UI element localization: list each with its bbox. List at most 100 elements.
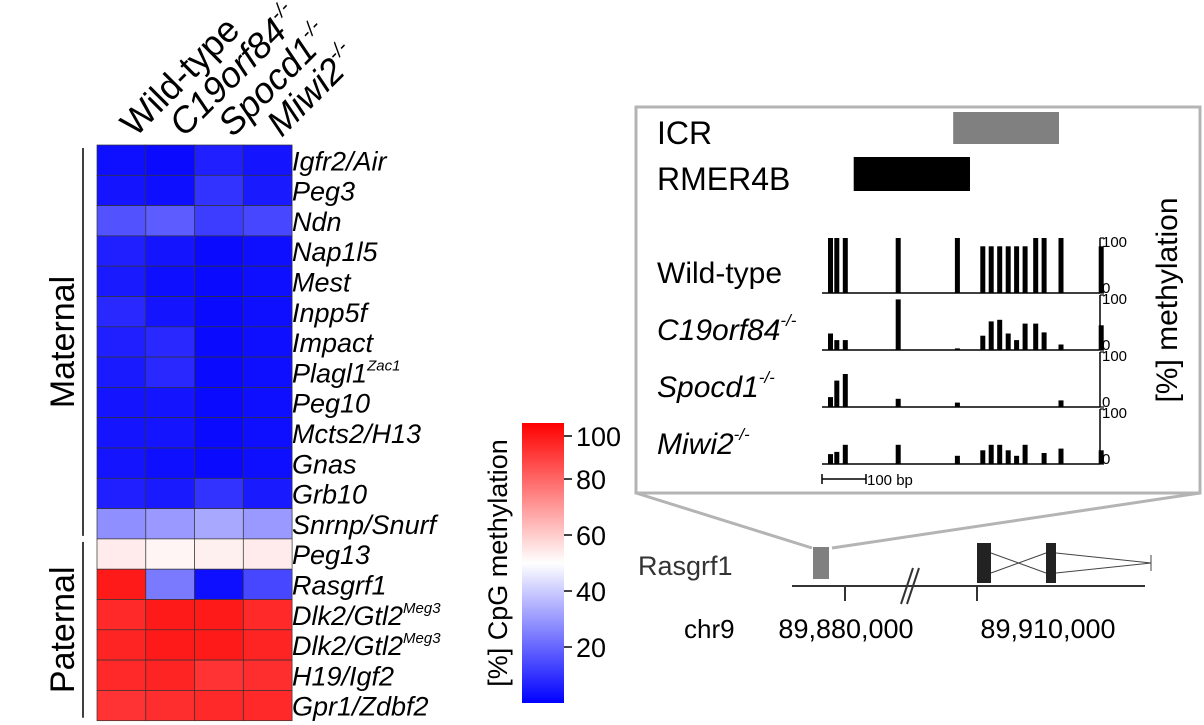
row-label: Mcts2/H13 [292, 419, 421, 449]
methylation-bar [1058, 448, 1064, 464]
heatmap-cell [194, 205, 244, 237]
heatmap-cell [145, 538, 195, 570]
heatmap-cell [194, 508, 244, 540]
heatmap-cell [96, 477, 147, 509]
heatmap-row-labels: Igfr2/AirPeg3NdnNap1l5MestInpp5fImpactPl… [292, 146, 441, 721]
heatmap-cell [194, 629, 244, 661]
heatmap-cell [145, 174, 195, 206]
methylation-bar [1014, 455, 1020, 465]
methylation-bar [1098, 325, 1104, 351]
methylation-bar [1041, 238, 1047, 293]
colorbar-ticks: 20 40 60 80 100 [564, 422, 621, 663]
exon-2 [1046, 543, 1056, 583]
track-tick-label: 0 [1102, 280, 1110, 297]
methylation-bar [1058, 400, 1064, 407]
methylation-bar [828, 397, 833, 407]
heatmap-cell [145, 629, 195, 661]
methylation-bar [842, 340, 848, 350]
heatmap-cell [242, 690, 293, 722]
icr-bar [953, 112, 1059, 144]
heatmap-cell [242, 659, 293, 691]
heatmap-cell [145, 690, 195, 722]
track-label: Spocd1-/- [657, 368, 775, 404]
heatmap-cell [96, 568, 147, 600]
heatmap-cell [242, 417, 293, 449]
heatmap-cell [194, 568, 244, 600]
heatmap-cell [242, 326, 293, 358]
track-tick-label: 100 [1102, 234, 1127, 251]
methylation-bar [954, 455, 960, 465]
methylation-bar [1022, 246, 1028, 294]
heatmap-cell [194, 599, 244, 631]
heatmap-cell [242, 508, 293, 540]
heatmap-cell [194, 659, 244, 691]
gene-diagram: Rasgrf1 chr9 89,880,000 89,910,000 [638, 543, 1152, 644]
heatmap-cell [96, 235, 147, 267]
axis-break-2 [906, 567, 920, 605]
icr-exon [813, 547, 829, 579]
heatmap-cell [96, 326, 147, 358]
methylation-bar [954, 402, 960, 407]
heatmap-cell [145, 356, 195, 388]
exon-1 [977, 543, 991, 583]
heatmap-cell [194, 326, 244, 358]
heatmap-cell [96, 690, 147, 722]
heatmap-cell [194, 235, 244, 267]
heatmap-cell [96, 599, 147, 631]
track-label: Wild-type [657, 257, 782, 290]
row-label: Mest [292, 268, 352, 298]
row-label: Igfr2/Air [292, 146, 388, 176]
heatmap-cell [145, 296, 195, 328]
heatmap-cell [242, 538, 293, 570]
heatmap-cell [242, 174, 293, 206]
methylation-bar [828, 333, 833, 350]
row-label: Impact [292, 328, 375, 358]
heatmap-cell [194, 296, 244, 328]
methylation-bar [988, 321, 994, 350]
row-label: Dlk2/Gtl2Meg3 [292, 630, 441, 661]
heatmap-cell [242, 265, 293, 297]
methylation-bar [1041, 453, 1047, 464]
row-label: Nap1l5 [292, 237, 379, 267]
colorbar-label: [%] CpG methylation [483, 439, 513, 687]
coord-label-1: 89,880,000 [778, 614, 913, 644]
track-tick-label: 0 [1102, 337, 1110, 354]
heatmap-cell [96, 417, 147, 449]
heatmap-cell [242, 356, 293, 388]
group-label: Maternal [44, 276, 82, 408]
methylation-bar [895, 238, 901, 293]
row-label: Peg3 [292, 177, 355, 207]
row-label: Rasgrf1 [292, 571, 387, 601]
heatmap-cell [242, 477, 293, 509]
row-label: Peg13 [292, 540, 370, 570]
heatmap-cell [145, 144, 195, 176]
row-label: Grb10 [292, 480, 367, 510]
track-label: Miwi2-/- [657, 425, 750, 461]
methylation-bar [980, 246, 986, 294]
methylation-bar [1098, 450, 1104, 465]
heatmap-cell [242, 629, 293, 661]
track-tick-label: 100 [1102, 348, 1127, 365]
methylation-bar [842, 444, 848, 465]
methylation-bar [828, 454, 833, 464]
heatmap-cell [96, 629, 147, 661]
heatmap-cell [96, 296, 147, 328]
colorbar-tick-label: 100 [576, 422, 621, 452]
heatmap-cell [242, 447, 293, 479]
methylation-bar [1058, 238, 1064, 293]
track-tick-label: 0 [1102, 451, 1110, 468]
methylation-bar [988, 246, 994, 294]
methylation-bar [954, 348, 960, 350]
heatmap-cell [145, 447, 195, 479]
row-label: Plagl1Zac1 [292, 357, 400, 388]
chrom-label: chr9 [684, 614, 735, 644]
methylation-bar [997, 444, 1003, 465]
methylation-bar [997, 246, 1003, 294]
group-label: Paternal [44, 566, 82, 693]
track-tick-label: 100 [1102, 291, 1127, 308]
methylation-bar [1098, 246, 1104, 294]
track-tick-label: 100 [1102, 405, 1127, 422]
methylation-bar [895, 398, 901, 408]
zoom-connector [635, 491, 1201, 550]
